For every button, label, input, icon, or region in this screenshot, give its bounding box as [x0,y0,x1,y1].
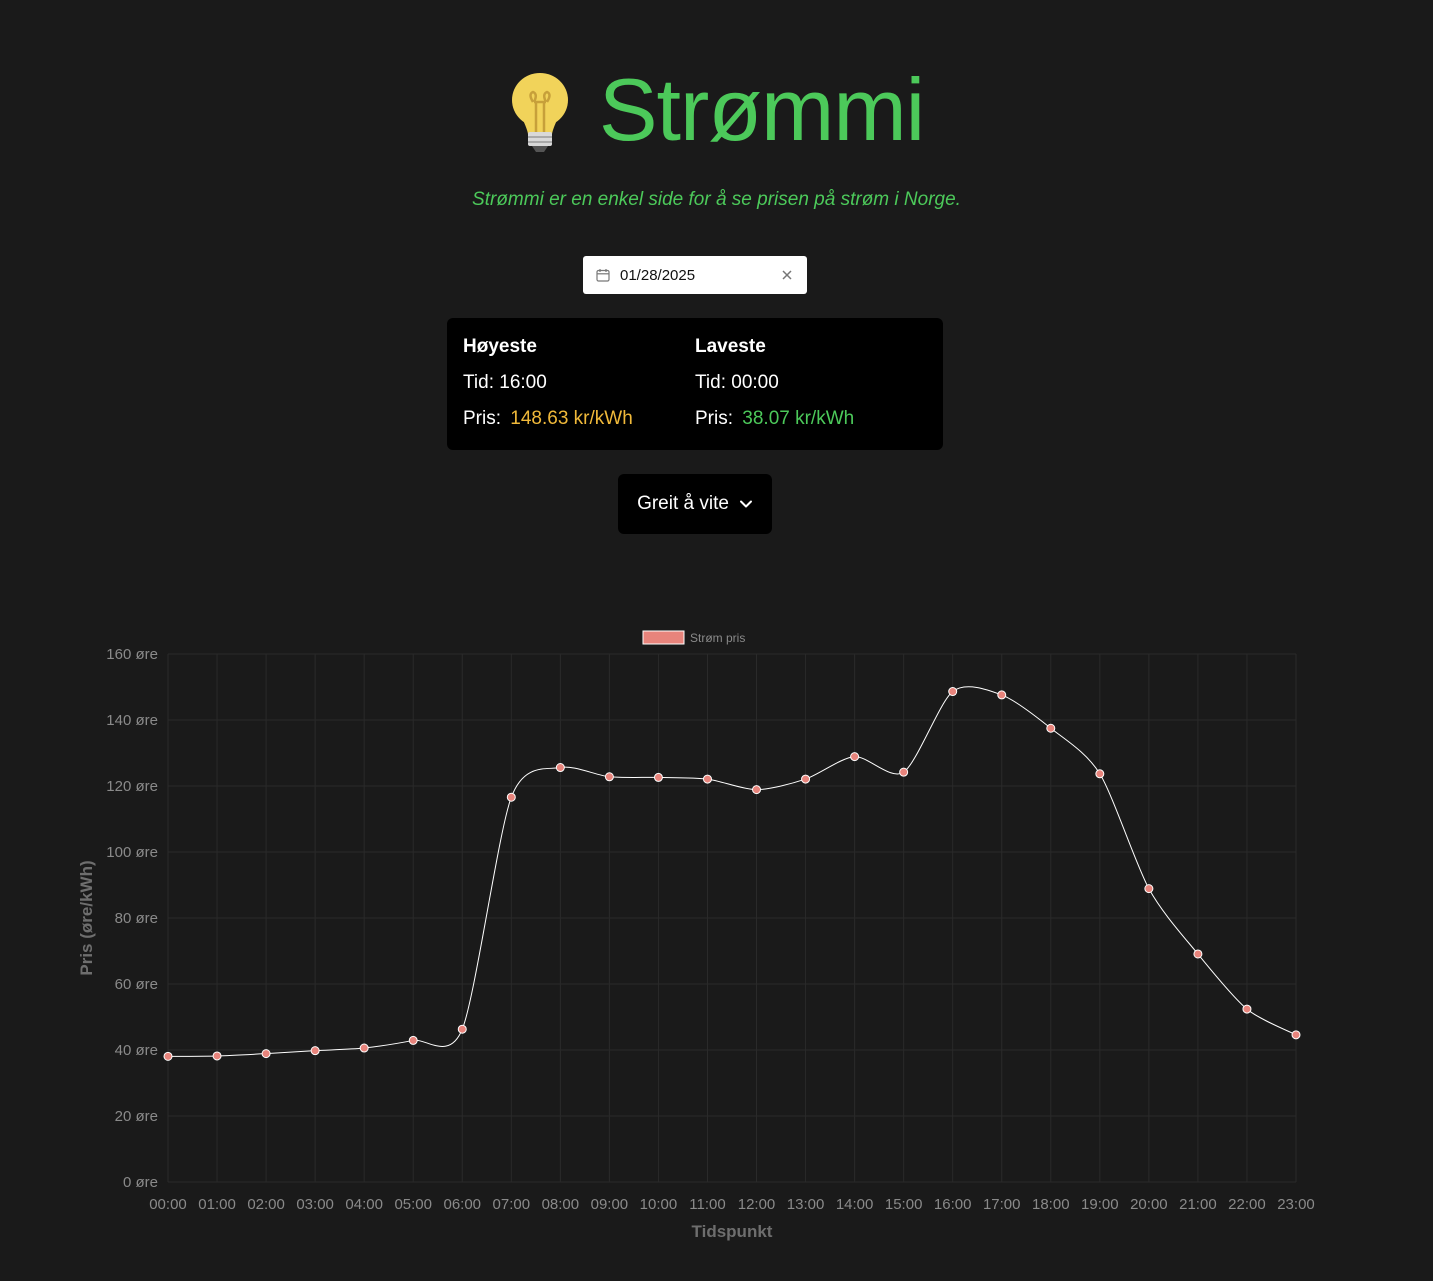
x-tick-label: 21:00 [1179,1196,1217,1213]
x-tick-label: 12:00 [738,1196,776,1213]
dropdown-label: Greit å vite [637,493,729,514]
data-point-1400 [850,752,860,762]
x-axis-title: Tidspunkt [692,1222,773,1241]
header: Strømmi [0,58,1433,162]
data-point-0900 [604,772,614,782]
x-tick-label: 15:00 [885,1196,923,1213]
x-tick-label: 07:00 [493,1196,531,1213]
highest-time-label: Tid: [463,372,494,393]
x-tick-label: 00:00 [149,1196,187,1213]
app-subtitle: Strømmi er en enkel side for å se prisen… [472,189,961,210]
date-picker[interactable]: 01/28/2025 [583,256,807,294]
highest-price-label: Pris: [463,408,501,429]
data-point-2100 [1193,949,1203,959]
y-tick-label: 0 øre [123,1174,158,1191]
y-tick-label: 40 øre [115,1042,158,1059]
y-tick-label: 60 øre [115,976,158,993]
x-tick-label: 08:00 [542,1196,580,1213]
series-line [167,686,1297,1057]
x-tick-label: 17:00 [983,1196,1021,1213]
highest-time-row: Tid: 16:00 [463,371,695,395]
chevron-down-icon [739,500,752,508]
highest-heading: Høyeste [463,336,537,357]
x-tick-label: 16:00 [934,1196,972,1213]
data-point-0400 [359,1043,369,1053]
calendar-icon [596,269,610,282]
data-point-1600 [948,687,958,697]
x-tick-label: 01:00 [198,1196,236,1213]
highest-price: 148.63 kr/kWh [510,408,633,429]
good-to-know-dropdown[interactable]: Greit å vite [618,474,772,534]
app-title: Strømmi [598,60,925,159]
lowest-price-label: Pris: [695,408,733,429]
y-tick-label: 100 øre [106,844,158,861]
x-tick-label: 19:00 [1081,1196,1119,1213]
y-tick-label: 120 øre [106,778,158,795]
x-tick-label: 20:00 [1130,1196,1168,1213]
data-point-1200 [752,785,762,795]
price-stats-card: Høyeste Tid: 16:00 Pris: 148.63 kr/kWh L… [447,318,943,450]
lowest-price-column: Laveste Tid: 00:00 Pris: 38.07 kr/kWh [695,335,927,450]
data-point-1500 [899,767,909,777]
lowest-time-label: Tid: [695,372,726,393]
x-tick-label: 03:00 [296,1196,334,1213]
x-tick-label: 09:00 [591,1196,629,1213]
x-tick-label: 04:00 [345,1196,383,1213]
date-value[interactable]: 01/28/2025 [620,266,696,284]
lowest-price: 38.07 kr/kWh [742,408,855,429]
data-point-0600 [457,1024,467,1034]
data-point-0700 [506,792,516,802]
x-tick-label: 10:00 [640,1196,678,1213]
data-point-0100 [212,1051,222,1061]
data-point-0000 [163,1051,173,1061]
highest-price-row: Pris: 148.63 kr/kWh [463,407,695,431]
data-point-0500 [408,1035,418,1045]
price-chart-svg: 0 øre 20 øre 40 øre 60 øre 80 øre 100 øre 120 … [77,630,1315,1241]
x-tick-label: 22:00 [1228,1196,1266,1213]
data-point-1800 [1046,723,1056,733]
data-point-2300 [1291,1030,1301,1040]
lowest-time-row: Tid: 00:00 [695,371,927,395]
close-icon[interactable] [779,267,795,283]
y-tick-label: 160 øre [106,646,158,663]
y-tick-label: 20 øre [115,1108,158,1125]
legend-swatch [642,630,685,645]
x-tick-label: 02:00 [247,1196,285,1213]
x-tick-label: 14:00 [836,1196,874,1213]
highest-price-column: Høyeste Tid: 16:00 Pris: 148.63 kr/kWh [463,335,695,450]
y-axis-title: Pris (øre/kWh) [77,860,96,975]
price-chart: 0 øre 20 øre 40 øre 60 øre 80 øre 100 øre 120 … [0,620,1433,1260]
x-tick-label: 23:00 [1277,1196,1315,1213]
data-point-2000 [1144,884,1154,894]
lowest-heading: Laveste [695,336,766,357]
data-point-0200 [261,1049,271,1059]
data-point-1000 [653,772,663,782]
lowest-time: 00:00 [731,372,779,393]
highest-time: 16:00 [499,372,547,393]
data-point-0800 [555,763,565,773]
data-point-1700 [997,690,1007,700]
data-point-2200 [1242,1004,1252,1014]
data-point-1100 [702,774,712,784]
x-tick-label: 05:00 [394,1196,432,1213]
x-tick-label: 18:00 [1032,1196,1070,1213]
data-point-1300 [801,774,811,784]
legend-label: Strøm pris [690,631,745,645]
x-tick-label: 11:00 [689,1196,725,1213]
data-point-1900 [1095,769,1105,779]
x-tick-label: 06:00 [443,1196,481,1213]
lightbulb-icon [511,73,568,152]
x-tick-label: 13:00 [787,1196,825,1213]
y-tick-label: 140 øre [106,712,158,729]
lowest-price-row: Pris: 38.07 kr/kWh [695,407,927,431]
data-point-0300 [310,1046,320,1056]
y-tick-label: 80 øre [115,910,158,927]
